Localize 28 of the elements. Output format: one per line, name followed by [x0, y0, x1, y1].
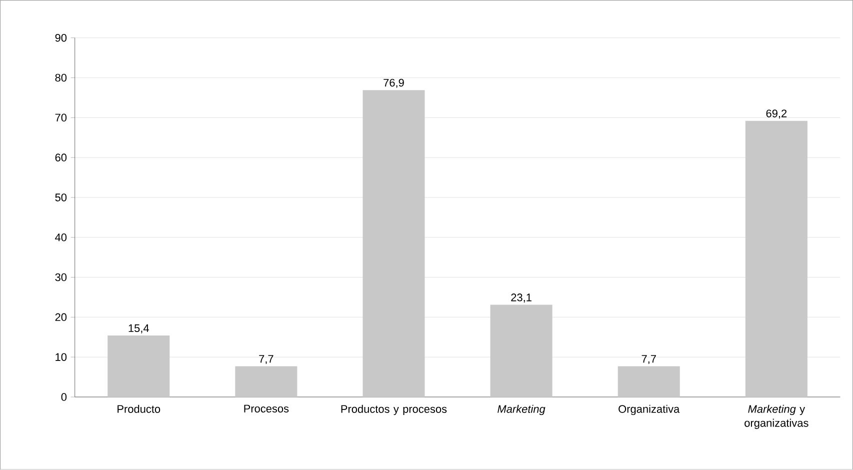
y-tick-label: 50 — [55, 194, 67, 202]
x-tick-label: Procesos — [244, 404, 289, 413]
y-tick-label: 40 — [55, 234, 67, 242]
y-tick-label: 90 — [55, 34, 67, 42]
x-tick-label: Organizativa — [618, 404, 680, 416]
data-label: 23,1 — [511, 294, 532, 303]
data-label: 76,9 — [384, 78, 404, 88]
y-tick-label: 70 — [55, 114, 67, 122]
y-tick-label: 30 — [55, 273, 67, 282]
bar — [108, 336, 170, 398]
y-tick-label: 60 — [55, 154, 67, 162]
x-tick-label: Marketing y organizativas — [744, 404, 808, 430]
data-label: 7,7 — [642, 355, 656, 364]
bar — [235, 366, 298, 398]
y-tick-label: 10 — [56, 353, 67, 362]
y-tick-label: 0 — [61, 393, 67, 401]
x-tick-label: Productos y procesos — [341, 404, 447, 416]
bar — [745, 120, 808, 398]
bar — [490, 304, 552, 398]
data-label: 69,2 — [766, 110, 787, 119]
x-tick-label: Producto — [118, 404, 160, 413]
data-label: 15,4 — [128, 324, 149, 334]
y-tick-label: 20 — [55, 313, 67, 322]
data-label: 7,7 — [259, 355, 274, 364]
bar — [362, 90, 425, 398]
y-tick-label: 80 — [55, 74, 67, 82]
x-tick-label: Marketing — [498, 404, 546, 416]
bar — [618, 366, 680, 398]
